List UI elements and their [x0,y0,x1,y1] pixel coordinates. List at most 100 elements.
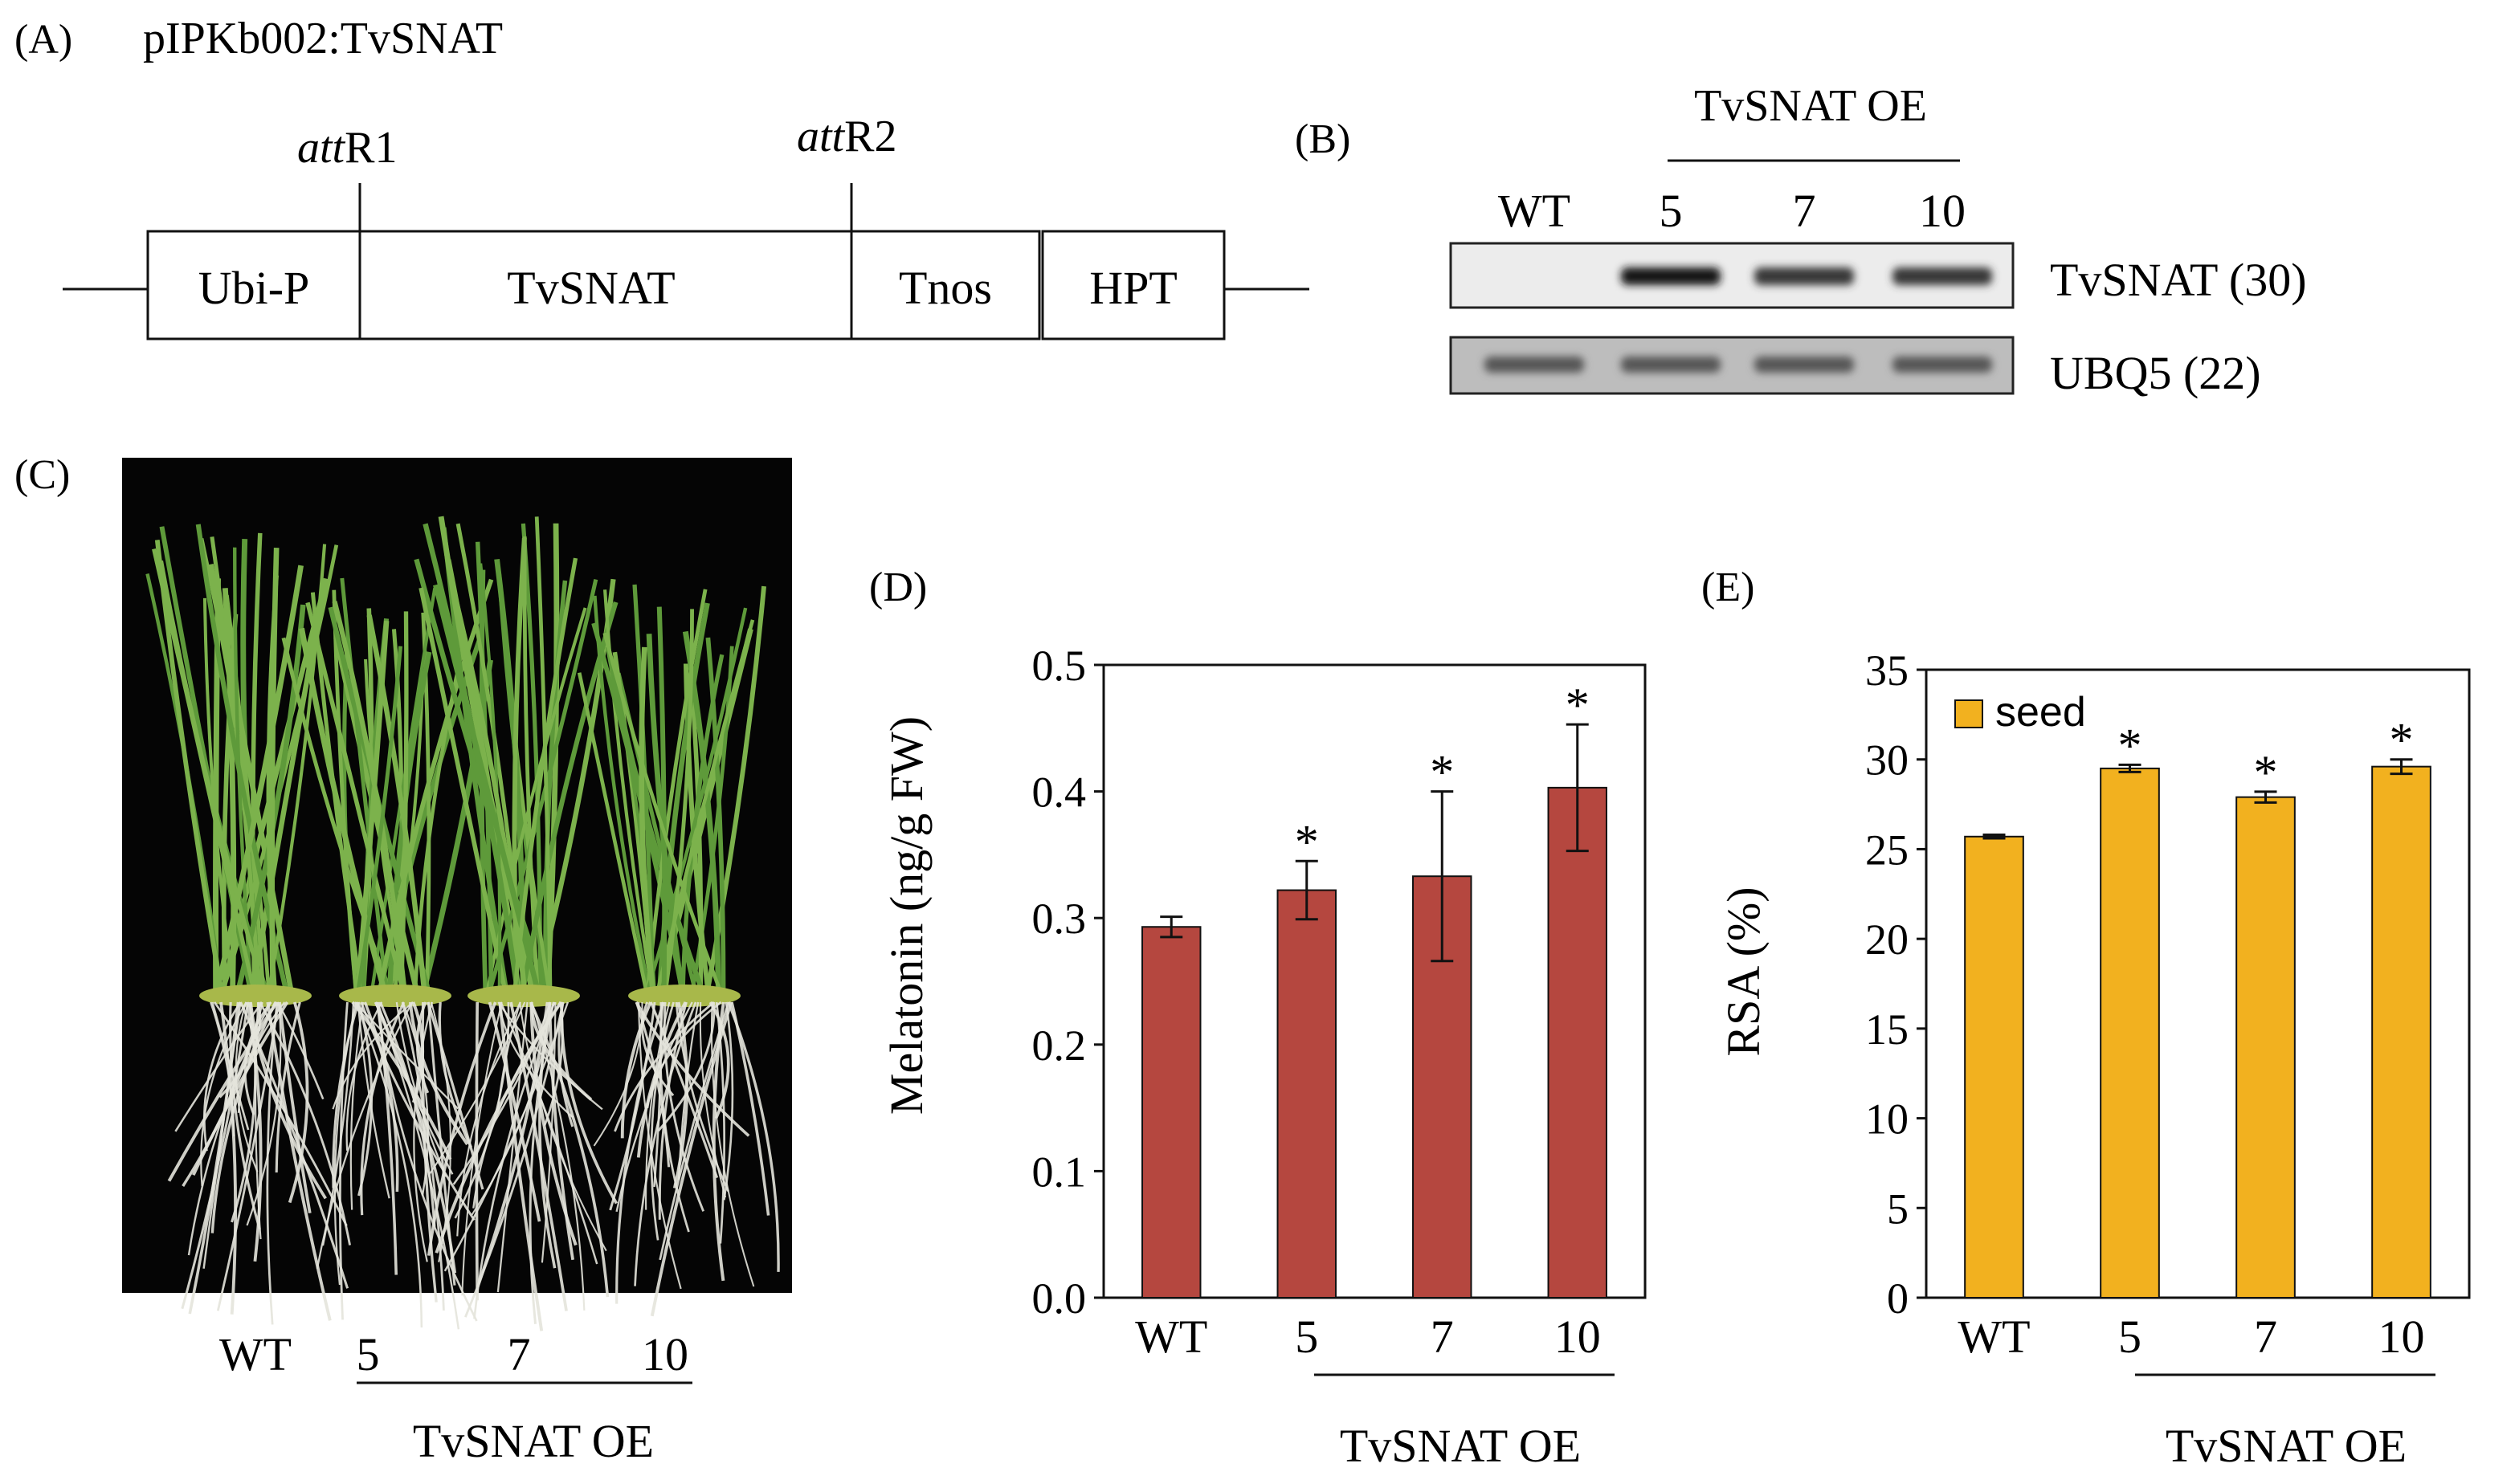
photo-lane-7: 7 [508,1328,531,1380]
root [615,1001,665,1304]
e-legend-swatch [1954,699,1983,728]
leaf-blade [644,607,748,997]
root [653,1001,663,1188]
segment-label-tnos: Tnos [899,262,992,314]
root [496,1001,529,1293]
att-r1-label: attR1 [297,123,397,173]
seedling-crown [339,985,451,1007]
root [243,1001,272,1115]
root [167,1001,279,1182]
gel-band [1892,267,1992,285]
root [473,1001,556,1319]
root [649,1001,719,1179]
e-bar [2371,765,2431,1298]
root [355,1001,423,1328]
root [427,1001,456,1286]
leaf-blade [705,637,726,997]
e-ylabel: RSA (%) [1717,887,1770,1056]
root [266,1001,279,1325]
root [246,1001,282,1226]
d-bar [1276,889,1337,1298]
e-y-tick-label: 25 [1865,826,1909,874]
root [211,1001,250,1131]
leaf-blade [299,627,389,997]
e-bar [2235,796,2296,1298]
d-group-label: TvSNAT OE [1340,1420,1581,1472]
leaf-blade [269,548,280,997]
panel-d: (D) Melatonin (ng/g FW) 0.00.10.20.30.40… [869,565,1647,1472]
root [219,1001,238,1315]
d-plot-frame [1102,663,1647,1299]
d-significance-marker: * [1295,815,1319,868]
root [635,1001,671,1168]
d-bar [1141,926,1202,1299]
root [338,1001,349,1320]
d-x-tick-label: 10 [1554,1311,1601,1363]
e-y-tick-label: 20 [1865,915,1909,964]
seedling-crown [199,985,312,1007]
root [675,1001,729,1192]
leaf-blade [364,658,408,997]
root [249,1001,327,1200]
gel-row-tvsnat-label: TvSNAT (30) [2050,254,2307,306]
root [498,1001,544,1331]
d-significance-marker: * [1566,679,1590,732]
e-significance-marker: * [2254,746,2278,799]
panel-d-label: (D) [869,565,927,610]
gel-band [1621,357,1721,373]
root [413,1001,434,1262]
root [461,1001,503,1296]
panel-b-label: (B) [1295,116,1350,162]
gel-band [1892,357,1992,373]
segment-label-hpt: HPT [1089,262,1178,314]
root [712,1001,725,1282]
leaf-blade [484,607,587,997]
d-significance-marker: * [1430,746,1454,799]
d-y-tick-label: 0.2 [1032,1021,1087,1070]
root [710,1001,755,1287]
leaf-blade [447,575,528,997]
root [188,1001,240,1315]
leaf-blade [340,577,390,997]
panel-b: (B) TvSNAT OE WT 5 7 10 TvSNAT (30) UBQ5… [1295,81,2307,399]
panel-a-label: (A) [14,17,72,63]
gel-band [1621,267,1721,285]
root [635,1001,750,1137]
panel-a: (A) pIPKb002:TvSNAT attR1 attR2 Ubi-P Tv… [14,14,1309,340]
leaf-blade [333,637,421,997]
root [266,1001,332,1321]
root [421,1001,438,1303]
e-legend-label: seed [1995,689,2086,736]
e-y-tick-label: 30 [1865,736,1909,785]
e-y-tick-label: 15 [1865,1005,1909,1054]
leaf-blade [602,632,725,997]
leaf-blade [414,558,550,997]
chart-e: 0 5 10 15 20 25 30 35 WT * 5 * 7 * 10 seed [1865,646,2471,1363]
seedlings [145,516,780,1331]
root [354,1001,459,1110]
leaf-blade [398,611,409,997]
root [401,1001,445,1311]
leaf-blade [267,544,327,997]
leaf-blade [213,565,304,997]
construct-name: pIPKb002:TvSNAT [143,14,503,63]
root [541,1001,557,1263]
leaf-blade [418,587,508,997]
root [229,1001,261,1230]
root [427,1001,497,1256]
root [677,1001,700,1180]
root [658,1001,688,1220]
leaf-blade [577,672,650,997]
root [727,1001,780,1272]
segment-ubi-p [146,230,361,340]
panel-c: (C) WT 5 7 10 TvSNAT OE [14,452,792,1467]
gel-lane-5: 5 [1660,185,1683,237]
root [560,1001,619,1205]
leaf-blade [655,619,755,997]
segment-tnos [850,230,1041,340]
e-group-label: TvSNAT OE [2166,1420,2407,1472]
e-y-tick-label: 5 [1887,1184,1909,1233]
chart-d: 0.0 0.1 0.2 0.3 0.4 0.5 WT * 5 * 7 * 10 [1032,642,1647,1363]
root [275,1001,301,1173]
photo-lane-10: 10 [642,1328,688,1380]
